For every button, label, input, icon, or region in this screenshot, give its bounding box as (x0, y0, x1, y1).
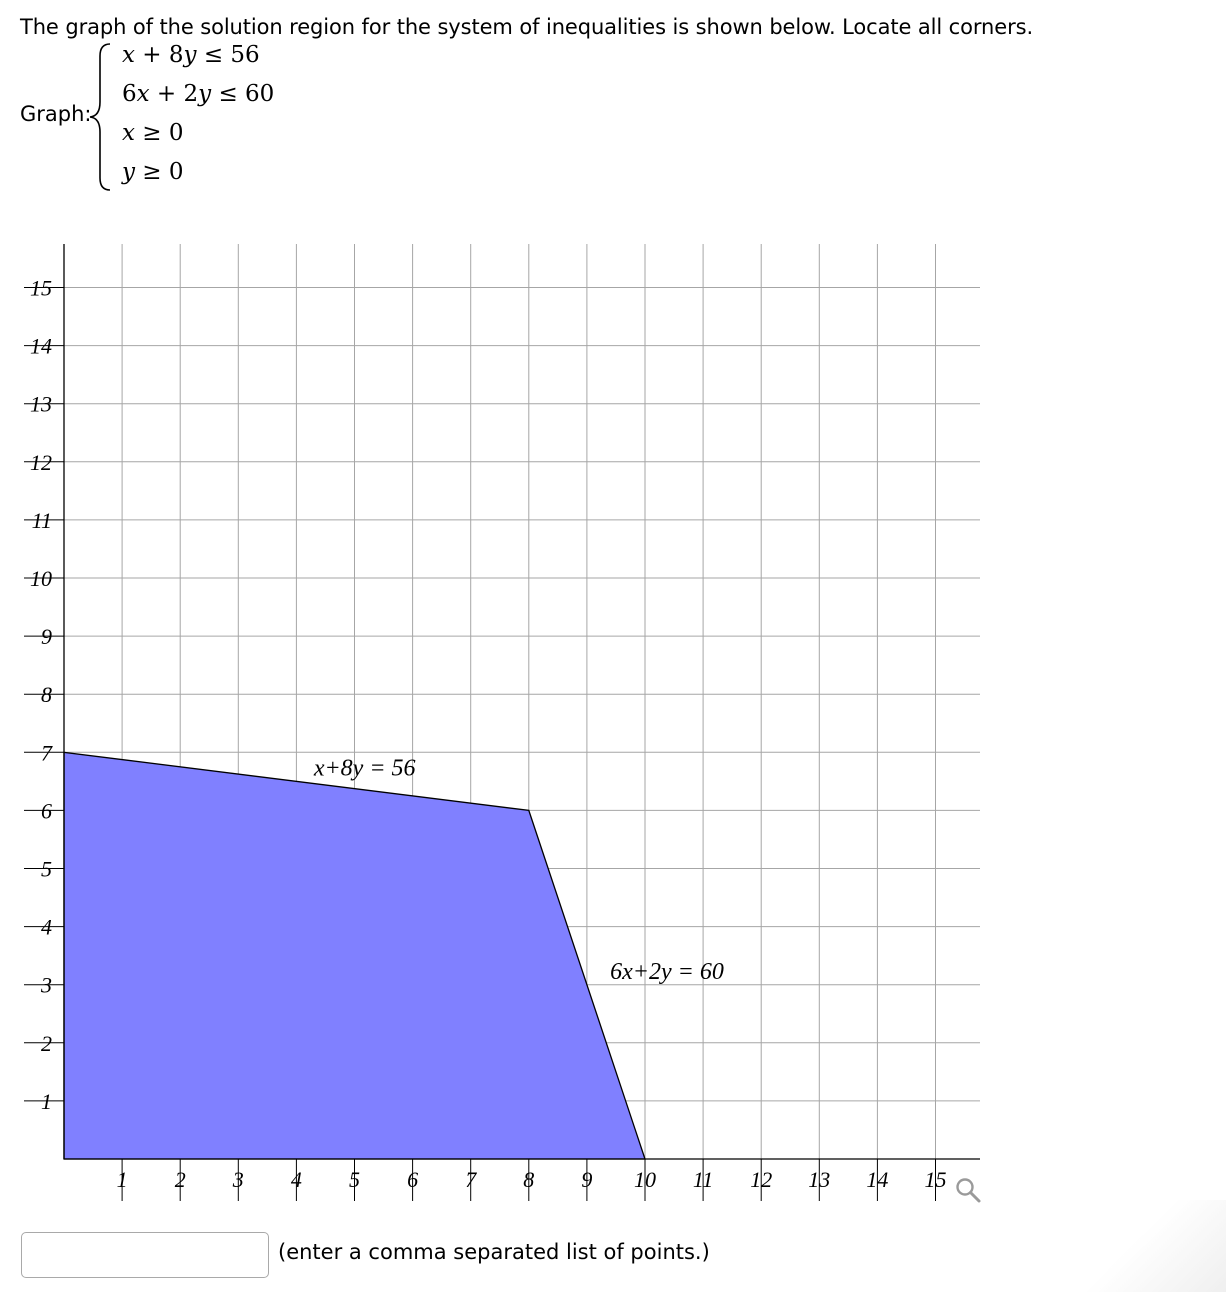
x-tick-label: 13 (808, 1167, 830, 1192)
magnifier-icon[interactable] (954, 1176, 982, 1204)
solution-region (63, 751, 646, 1160)
y-tick-label: 8 (41, 682, 52, 707)
y-tick-label: 2 (41, 1031, 52, 1056)
y-tick-label: 4 (41, 915, 52, 940)
x-tick-label: 14 (866, 1167, 888, 1192)
boundary-line-label: x+8y = 56 (313, 756, 416, 782)
graph-label: Graph: (20, 102, 92, 126)
corners-answer-input[interactable] (21, 1232, 269, 1278)
x-tick-label: 3 (232, 1167, 244, 1192)
y-tick-label: 5 (41, 857, 52, 882)
inequality-1: x + 8y ≤ 56 (122, 42, 260, 68)
inequality-2: 6x + 2y ≤ 60 (122, 81, 275, 107)
x-tick-label: 5 (349, 1167, 360, 1192)
y-tick-label: 9 (41, 624, 52, 649)
question-prompt: The graph of the solution region for the… (20, 15, 1034, 39)
y-tick-label: 14 (30, 334, 52, 359)
y-tick-label: 11 (32, 508, 52, 533)
y-tick-label: 6 (41, 798, 52, 823)
y-tick-label: 1 (41, 1089, 52, 1114)
y-tick-label: 3 (40, 973, 52, 998)
x-tick-label: 8 (523, 1167, 534, 1192)
inequality-3: x ≥ 0 (122, 120, 184, 146)
x-tick-label: 6 (407, 1167, 418, 1192)
x-tick-label: 10 (634, 1167, 656, 1192)
x-tick-label: 2 (175, 1167, 186, 1192)
x-tick-label: 12 (750, 1167, 772, 1192)
x-tick-label: 9 (581, 1167, 592, 1192)
corner-shade (1080, 1200, 1226, 1292)
boundary-line-label: 6x+2y = 60 (610, 959, 724, 985)
y-tick-label: 13 (30, 392, 52, 417)
y-tick-label: 7 (41, 740, 53, 765)
x-tick-label: 4 (291, 1167, 302, 1192)
y-tick-label: 15 (30, 276, 52, 301)
solution-region-graph: 1 2 3 4 5 6 7 8 9 10 11 12 13 14 151234567891011121314… (24, 244, 980, 1201)
inequality-4: y ≥ 0 (122, 159, 184, 185)
x-tick-label: 7 (465, 1167, 477, 1192)
answer-hint: (enter a comma separated list of points.… (278, 1240, 710, 1264)
left-brace (89, 43, 111, 191)
y-tick-label: 10 (30, 566, 52, 591)
x-tick-label: 11 (693, 1167, 713, 1192)
x-tick-label: 15 (925, 1167, 947, 1192)
x-tick-label: 1 (117, 1167, 128, 1192)
y-tick-label: 12 (30, 450, 52, 475)
